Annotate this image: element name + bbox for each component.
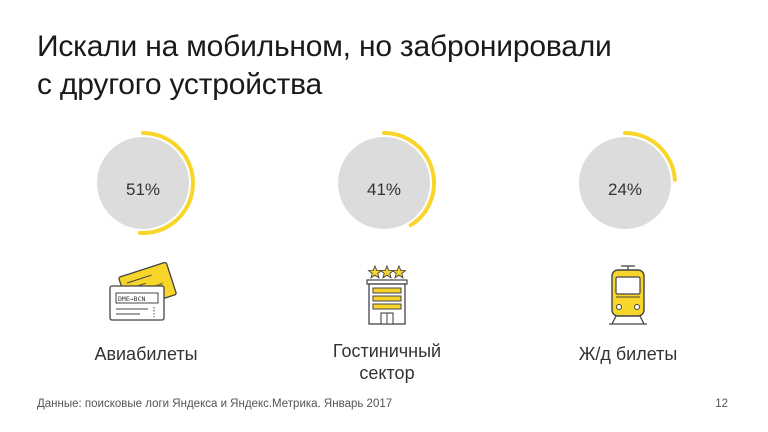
stat-label-line: Гостиничный xyxy=(332,341,442,361)
gauge-chart xyxy=(338,131,436,229)
stat-label-line: Ж/д билеты xyxy=(578,344,678,364)
gauge-air-tickets: 51% xyxy=(46,131,246,240)
gauge-value: 24% xyxy=(607,180,643,199)
gauge-disc xyxy=(338,137,430,229)
hotel-icon xyxy=(337,260,437,330)
gauge-chart xyxy=(579,131,677,229)
stat-label-line: сектор xyxy=(359,363,415,383)
gauge-trains: 24% xyxy=(528,131,728,240)
gauge-progress-arc xyxy=(137,131,195,235)
gauge-hotels: 41% xyxy=(287,131,487,240)
page-number: 12 xyxy=(715,398,728,410)
train-icon xyxy=(578,260,678,330)
source-footnote: Данные: поисковые логи Яндекса и Яндекс.… xyxy=(37,398,393,410)
stat-label-line: Авиабилеты xyxy=(94,344,198,364)
gauge-progress-arc xyxy=(623,131,677,182)
gauge-disc xyxy=(579,137,671,229)
slide-title-line-1: Искали на мобильном, но забронировали xyxy=(37,30,612,63)
gauge-chart xyxy=(97,131,195,235)
stat-label: Гостиничный сектор xyxy=(287,340,487,384)
gauge-progress-arc xyxy=(382,131,436,228)
slide-title-line-2: с другого устройства xyxy=(37,68,323,101)
stat-label: Ж/д билеты xyxy=(528,343,728,365)
slide-title: Искали на мобильном, но забронировали с … xyxy=(37,28,737,104)
stat-label: Авиабилеты xyxy=(46,343,246,365)
gauge-value: 41% xyxy=(366,180,402,199)
gauge-disc xyxy=(97,137,189,229)
gauge-value: 51% xyxy=(125,180,161,199)
ticket-front-text: DME→BCN xyxy=(118,295,145,303)
air-tickets-icon: DME DME→BCN xyxy=(96,260,196,330)
